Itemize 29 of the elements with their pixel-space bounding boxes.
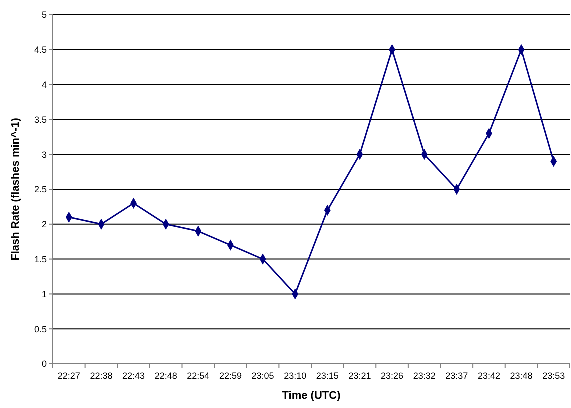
x-tick-label: 22:48 <box>154 371 178 381</box>
x-tick-label: 23:37 <box>446 371 468 381</box>
x-tick-label: 22:27 <box>58 371 80 381</box>
x-tick-label: 23:05 <box>252 371 274 381</box>
x-tick-label: 23:53 <box>542 371 566 381</box>
x-tick-label: 22:38 <box>90 371 113 381</box>
x-tick-label: 23:42 <box>478 371 500 381</box>
y-tick-label: 1.5 <box>34 254 47 264</box>
y-tick-label: 4.5 <box>34 45 47 56</box>
x-tick-label: 23:21 <box>348 371 372 381</box>
y-tick-label: 3.5 <box>34 114 47 125</box>
y-tick-label: 3 <box>42 150 47 160</box>
y-tick-label: 5 <box>42 10 47 20</box>
x-tick-label: 22:43 <box>122 371 146 381</box>
y-tick-label: 0.5 <box>34 324 47 334</box>
x-tick-label: 23:48 <box>510 371 533 381</box>
y-tick-label: 4 <box>42 80 47 90</box>
y-tick-label: 0 <box>42 359 47 370</box>
x-tick-label: 22:59 <box>219 371 242 381</box>
x-tick-label: 23:26 <box>381 371 404 381</box>
y-axis-title: Flash Rate (flashes min^-1) <box>10 118 22 261</box>
y-tick-label: 2.5 <box>34 184 47 195</box>
x-axis-title: Time (UTC) <box>282 390 342 402</box>
x-tick-label: 23:15 <box>316 371 339 381</box>
x-tick-label: 22:54 <box>187 371 210 381</box>
y-tick-label: 1 <box>42 289 47 300</box>
x-tick-label: 23:32 <box>413 371 436 381</box>
x-tick-label: 23:10 <box>284 371 307 381</box>
y-tick-label: 2 <box>42 220 47 230</box>
